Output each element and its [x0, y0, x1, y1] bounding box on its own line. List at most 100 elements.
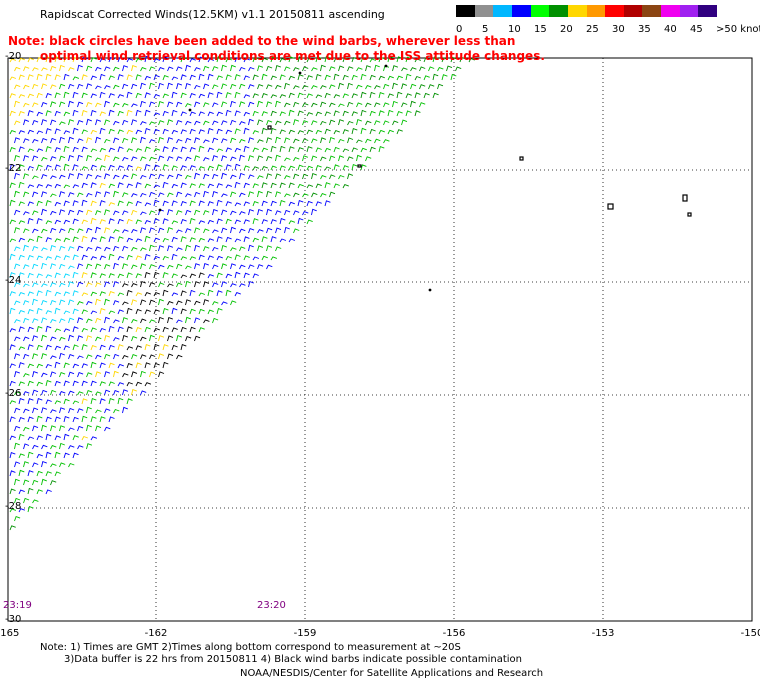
wind-barb: [185, 120, 192, 126]
wind-barb: [239, 66, 246, 72]
wind-barb: [36, 73, 43, 81]
wind-barb: [81, 74, 88, 81]
wind-barb: [81, 166, 89, 171]
wind-barb: [261, 182, 268, 189]
island: [607, 203, 614, 210]
wind-barb: [81, 235, 88, 243]
wind-barb: [45, 200, 52, 207]
wind-barb: [14, 209, 21, 216]
wind-barb: [338, 155, 345, 162]
wind-barb: [50, 371, 57, 378]
wind-barb: [14, 353, 21, 360]
wind-barb: [279, 217, 286, 225]
wind-barb: [72, 254, 79, 261]
wind-barb: [68, 265, 75, 270]
wind-barb: [63, 130, 71, 135]
wind-barb: [135, 166, 143, 171]
wind-barb: [266, 245, 273, 252]
wind-barb: [86, 65, 93, 72]
wind-barb: [198, 183, 205, 189]
wind-barb: [432, 56, 439, 63]
wind-barb: [63, 398, 70, 405]
quality-circle: [298, 71, 302, 75]
colorbar-swatch: [456, 5, 476, 17]
wind-barb: [50, 210, 57, 216]
wind-barb: [162, 200, 169, 207]
wind-barb: [72, 290, 79, 297]
wind-barb: [95, 246, 102, 252]
wind-barb: [207, 219, 214, 225]
wind-barb: [68, 246, 75, 252]
wind-barb: [347, 82, 353, 90]
wind-barb: [104, 264, 111, 270]
wind-barb: [176, 138, 183, 144]
wind-barb: [140, 263, 147, 270]
wind-barb: [315, 56, 322, 63]
wind-barb: [185, 228, 192, 234]
wind-barb: [14, 300, 21, 306]
wind-barb: [455, 66, 462, 72]
wind-barb: [207, 165, 214, 171]
colorbar-swatch: [698, 5, 718, 17]
wind-barb: [248, 101, 255, 108]
wind-barb: [351, 93, 358, 99]
wind-barb: [234, 110, 241, 117]
wind-barb: [81, 344, 88, 351]
wind-barb: [36, 363, 43, 369]
wind-barb: [347, 173, 354, 180]
wind-barb: [81, 398, 88, 405]
wind-barb: [266, 101, 273, 108]
wind-barb: [45, 164, 52, 171]
wind-barb: [284, 66, 291, 72]
wind-barb: [261, 147, 268, 153]
wind-barb: [176, 282, 183, 288]
wind-barb: [95, 136, 101, 144]
wind-barb: [162, 128, 169, 135]
wind-barb: [23, 228, 30, 234]
wind-barb: [221, 120, 228, 126]
wind-barb: [90, 148, 98, 153]
wind-barb: [306, 129, 313, 135]
wind-barb: [167, 227, 174, 234]
wind-barb: [36, 218, 43, 225]
wind-barb: [266, 137, 273, 144]
wind-barb: [306, 93, 313, 99]
wind-barb: [131, 119, 138, 126]
wind-barb: [68, 100, 74, 108]
wind-barb: [41, 157, 48, 162]
wind-barb: [50, 409, 57, 414]
wind-barb: [104, 389, 111, 396]
wind-barb: [59, 407, 66, 414]
wind-barb: [86, 335, 93, 342]
wind-barb: [18, 292, 25, 297]
wind-barb: [212, 84, 219, 90]
wind-barb: [95, 409, 102, 414]
wind-barb: [86, 354, 93, 360]
wind-barb: [158, 67, 165, 72]
wind-barb: [68, 173, 75, 180]
wind-barb: [95, 226, 101, 234]
wind-barb: [248, 191, 255, 198]
wind-barb: [203, 190, 209, 198]
wind-barb: [63, 452, 70, 459]
wind-barb: [320, 156, 327, 162]
wind-barb: [54, 361, 61, 369]
wind-barb: [234, 219, 241, 225]
wind-barb: [239, 283, 246, 288]
wind-barb: [72, 184, 80, 189]
wind-barb: [275, 64, 281, 72]
wind-barb: [50, 282, 57, 288]
wind-barb: [203, 262, 209, 270]
wind-barb: [194, 244, 200, 252]
wind-barb: [68, 119, 75, 126]
wind-barb: [63, 219, 70, 225]
wind-barb: [225, 289, 232, 297]
wind-barb: [185, 265, 192, 270]
wind-barb: [342, 74, 349, 81]
wind-barb: [113, 137, 120, 144]
wind-barbs: [9, 55, 475, 531]
wind-barb: [77, 425, 84, 432]
wind-barb: [27, 148, 35, 153]
wind-barb: [99, 327, 106, 333]
wind-barb: [284, 137, 291, 144]
